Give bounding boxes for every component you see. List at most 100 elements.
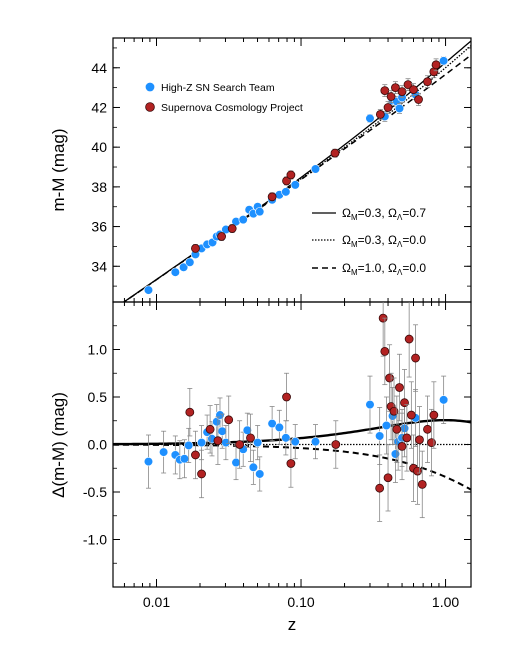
scp-point bbox=[185, 388, 195, 437]
scp-point bbox=[191, 244, 200, 253]
scp-point bbox=[397, 412, 407, 481]
high-z-point bbox=[365, 113, 375, 123]
y-tick-label: 40 bbox=[91, 139, 107, 155]
high-z-point bbox=[290, 180, 300, 190]
scp-point bbox=[331, 420, 341, 469]
high-z-point bbox=[439, 56, 449, 66]
y-tick-label: 44 bbox=[91, 60, 107, 76]
high-z-point bbox=[255, 456, 265, 492]
top-y-axis-label: m-M (mag) bbox=[49, 128, 68, 211]
high-z-point bbox=[310, 424, 321, 460]
y-tick-label: 36 bbox=[91, 219, 107, 235]
high-z-point bbox=[238, 215, 248, 225]
legend-marker-scp bbox=[145, 102, 155, 112]
scp-point bbox=[286, 170, 296, 180]
scp-point bbox=[227, 224, 237, 233]
scp-point bbox=[213, 416, 223, 465]
high-z-point bbox=[143, 434, 154, 489]
series-legend: High-Z SN Search Team Supernova Cosmolog… bbox=[145, 82, 303, 114]
scp-point bbox=[429, 381, 439, 449]
y-tick-label: -1.0 bbox=[83, 532, 107, 548]
scp-point bbox=[404, 302, 414, 378]
scp-point bbox=[224, 395, 234, 444]
high-z-point bbox=[274, 409, 284, 445]
scp-point bbox=[431, 58, 441, 72]
y-tick-label: 38 bbox=[91, 179, 107, 195]
legend-model-1: ΩM=0.3, ΩΛ=0.7 bbox=[342, 206, 426, 222]
high-z-point bbox=[159, 430, 169, 474]
scp-point bbox=[383, 101, 393, 114]
x-tick-label: 1.00 bbox=[432, 594, 459, 610]
scp-point bbox=[389, 377, 399, 445]
scp-point bbox=[267, 192, 277, 202]
high-z-point bbox=[221, 425, 231, 461]
legend-model-2: ΩM=0.3, ΩΛ=0.0 bbox=[342, 233, 426, 249]
scp-point bbox=[246, 413, 255, 463]
model-legend: ΩM=0.3, ΩΛ=0.7 ΩM=0.3, ΩΛ=0.0 ΩM=1.0, ΩΛ… bbox=[312, 206, 426, 277]
scp-point bbox=[383, 444, 393, 512]
y-tick-label: 34 bbox=[91, 258, 107, 274]
residuals-panel: -1.0 -0.5 0.0 0.5 1.0 0.01 0.10 1.00 Δ(m-M) (m… bbox=[49, 301, 472, 634]
scp-point bbox=[406, 381, 416, 449]
high-z-point bbox=[212, 404, 222, 440]
high-z-point bbox=[184, 427, 194, 463]
high-z-point bbox=[179, 262, 189, 272]
high-z-point bbox=[365, 375, 375, 434]
legend-marker-high-z bbox=[145, 82, 155, 92]
high-z-point bbox=[290, 424, 300, 460]
scp-point bbox=[235, 420, 245, 469]
scp-point bbox=[397, 85, 407, 98]
scp-point bbox=[395, 353, 404, 422]
high-z-point bbox=[281, 187, 291, 197]
high-z-point bbox=[242, 412, 252, 448]
scp-point bbox=[409, 83, 418, 96]
scp-point bbox=[282, 372, 291, 422]
high-z-point bbox=[267, 406, 277, 442]
high-z-point bbox=[231, 445, 241, 481]
scp-point bbox=[286, 439, 296, 488]
scp-point bbox=[375, 109, 385, 120]
y-tick-label: 42 bbox=[91, 99, 107, 115]
y-tick-label: 0.0 bbox=[88, 437, 108, 453]
scp-point bbox=[417, 450, 427, 519]
y-tick-label: -0.5 bbox=[83, 484, 107, 500]
scp-point bbox=[217, 232, 226, 241]
high-z-point bbox=[143, 285, 154, 295]
scp-point bbox=[191, 430, 200, 480]
hubble-diagram-panel: 34 36 38 40 42 44 m-M (mag) High-Z SN Search … bbox=[49, 37, 472, 303]
bottom-y-axis-label: Δ(m-M) (mag) bbox=[49, 392, 68, 498]
high-z-point bbox=[439, 375, 449, 425]
scp-point bbox=[197, 449, 206, 499]
scp-point bbox=[414, 93, 423, 106]
legend-label-scp: Supernova Cosmology Project bbox=[161, 102, 303, 114]
scp-point bbox=[423, 75, 432, 89]
x-tick-label: 0.01 bbox=[143, 594, 170, 610]
high-z-point bbox=[255, 207, 265, 217]
high-z-point bbox=[253, 425, 263, 461]
scp-point bbox=[392, 395, 402, 463]
scp-point bbox=[402, 404, 412, 472]
scp-point bbox=[391, 81, 400, 94]
high-z-point bbox=[170, 267, 180, 277]
high-z-point bbox=[170, 435, 180, 475]
scp-point bbox=[386, 90, 396, 103]
x-tick-label: 0.10 bbox=[287, 594, 314, 610]
y-tick-label: 1.0 bbox=[88, 342, 108, 358]
scp-point bbox=[330, 148, 340, 158]
scp-point bbox=[423, 395, 432, 463]
high-z-point bbox=[231, 217, 241, 227]
high-z-point bbox=[394, 103, 405, 114]
scp-point bbox=[375, 454, 385, 522]
scp-point bbox=[205, 405, 215, 454]
y-tick-label: 0.5 bbox=[88, 389, 108, 405]
high-z-point bbox=[310, 164, 321, 174]
scp-point bbox=[411, 324, 420, 392]
scp-point bbox=[413, 437, 422, 505]
x-axis-label: z bbox=[288, 615, 297, 634]
legend-model-3: ΩM=1.0, ΩΛ=0.0 bbox=[342, 261, 426, 277]
high-z-point bbox=[185, 257, 195, 267]
legend-label-high-z: High-Z SN Search Team bbox=[161, 82, 275, 94]
scp-point bbox=[380, 317, 390, 386]
scp-point bbox=[415, 406, 424, 474]
